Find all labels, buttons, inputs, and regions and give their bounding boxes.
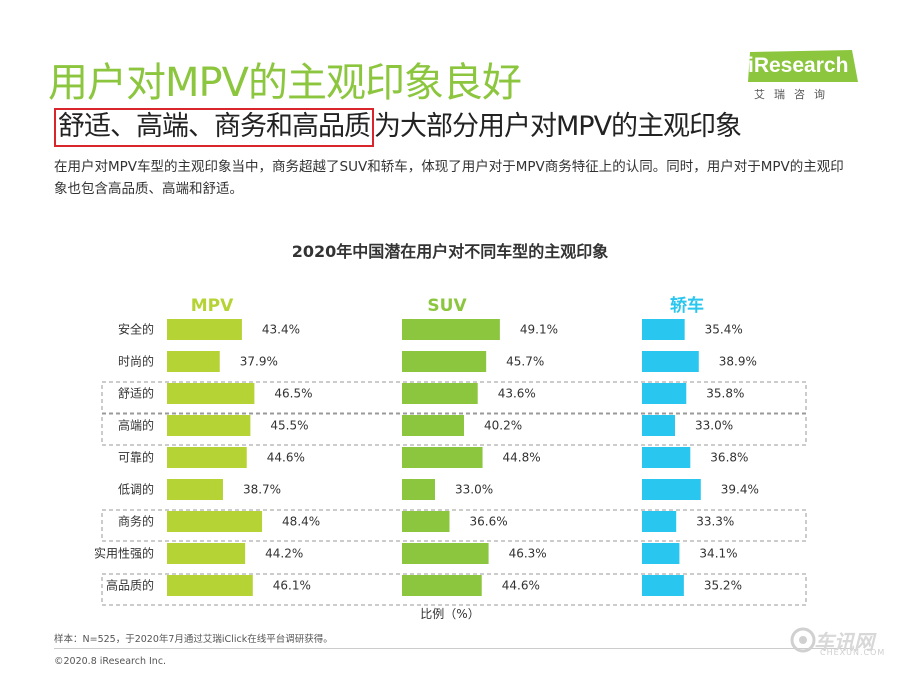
x-axis-label: 比例（%）: [420, 607, 479, 621]
bar: [167, 319, 242, 340]
bar: [642, 447, 691, 468]
bar: [402, 447, 483, 468]
logo-chinese-text: 艾瑞咨询: [754, 88, 834, 101]
category-label: 高品质的: [106, 578, 154, 593]
bar: [167, 351, 220, 372]
data-label: 44.6%: [267, 451, 305, 465]
category-label: 商务的: [118, 514, 154, 529]
iresearch-logo: iResearch 艾瑞咨询: [748, 48, 860, 102]
bar: [167, 479, 223, 500]
bar: [402, 415, 465, 436]
bar: [642, 319, 685, 340]
highlight-row-box: [101, 381, 807, 414]
data-label: 44.2%: [265, 547, 303, 561]
bar: [642, 543, 680, 564]
logo-shape-icon: [748, 50, 858, 82]
data-label: 46.5%: [274, 387, 312, 401]
subtitle-highlight: 舒适、高端、商务和高品质: [54, 108, 374, 147]
bar: [642, 383, 687, 404]
data-label: 36.8%: [710, 451, 748, 465]
data-label: 45.5%: [270, 419, 308, 433]
chart-title: 2020年中国潜在用户对不同车型的主观印象: [291, 242, 609, 261]
source-note: 样本：N=525，于2020年7月通过艾瑞iClick在线平台调研获得。: [54, 634, 333, 645]
data-label: 46.3%: [509, 547, 547, 561]
bar: [642, 415, 675, 436]
category-label: 高端的: [118, 418, 154, 433]
bar: [402, 351, 487, 372]
watermark-subtext: CHEXUN.COM: [820, 648, 886, 657]
data-label: 35.8%: [706, 387, 744, 401]
bar: [167, 383, 255, 404]
bar: [167, 575, 253, 596]
logo-brand-text: iResearch: [748, 54, 849, 77]
data-label: 40.2%: [484, 419, 522, 433]
data-label: 49.1%: [520, 323, 558, 337]
bar: [642, 575, 684, 596]
data-label: 39.4%: [721, 483, 759, 497]
data-label: 33.3%: [696, 515, 734, 529]
data-label: 38.7%: [243, 483, 281, 497]
copyright-text: ©2020.8 iResearch Inc.: [54, 656, 167, 667]
category-label: 安全的: [118, 322, 154, 337]
data-label: 33.0%: [695, 419, 733, 433]
watermark-car-icon: [790, 627, 816, 653]
category-label: 舒适的: [118, 386, 154, 401]
data-label: 35.4%: [705, 323, 743, 337]
data-label: 43.6%: [498, 387, 536, 401]
bar: [167, 415, 251, 436]
bar: [642, 511, 677, 532]
bar: [642, 479, 701, 500]
page-title: 用户对MPV的主观印象良好: [48, 60, 522, 106]
series-header: MPV: [191, 296, 234, 316]
bar: [402, 511, 450, 532]
data-label: 44.8%: [503, 451, 541, 465]
page-description: 在用户对MPV车型的主观印象当中，商务超越了SUV和轿车，体现了用户对于MPV商…: [54, 159, 844, 197]
data-label: 44.6%: [502, 579, 540, 593]
bar: [167, 543, 246, 564]
category-label: 时尚的: [118, 354, 154, 369]
category-label: 实用性强的: [94, 546, 154, 561]
category-label: 低调的: [118, 482, 154, 497]
highlight-row-box: [101, 509, 807, 542]
bar: [642, 351, 699, 372]
data-label: 43.4%: [262, 323, 300, 337]
data-label: 46.1%: [273, 579, 311, 593]
watermark-logo: 车讯网 CHEXUN.COM: [790, 624, 886, 658]
highlight-row-box: [101, 413, 807, 446]
bar: [167, 447, 247, 468]
bar: [402, 543, 489, 564]
page-subtitle: 舒适、高端、商务和高品质 为大部分用户对MPV的主观印象: [54, 104, 742, 147]
bar: [402, 479, 435, 500]
footer-divider: [54, 648, 854, 649]
data-label: 36.6%: [469, 515, 507, 529]
data-label: 34.1%: [699, 547, 737, 561]
data-label: 37.9%: [240, 355, 278, 369]
series-header: 轿车: [670, 295, 704, 316]
data-label: 38.9%: [719, 355, 757, 369]
data-label: 33.0%: [455, 483, 493, 497]
bar: [167, 511, 263, 532]
series-header: SUV: [427, 296, 467, 316]
data-label: 48.4%: [282, 515, 320, 529]
category-label: 可靠的: [118, 450, 154, 465]
subtitle-rest: 为大部分用户对MPV的主观印象: [374, 111, 742, 142]
watermark-text: 车讯网: [814, 630, 874, 654]
highlight-row-box: [101, 573, 807, 606]
bar: [402, 319, 500, 340]
bar: [402, 383, 478, 404]
data-label: 45.7%: [506, 355, 544, 369]
bar: [402, 575, 482, 596]
data-label: 35.2%: [704, 579, 742, 593]
